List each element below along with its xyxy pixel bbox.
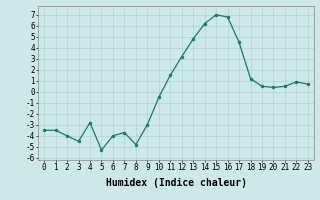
X-axis label: Humidex (Indice chaleur): Humidex (Indice chaleur) [106,178,246,188]
